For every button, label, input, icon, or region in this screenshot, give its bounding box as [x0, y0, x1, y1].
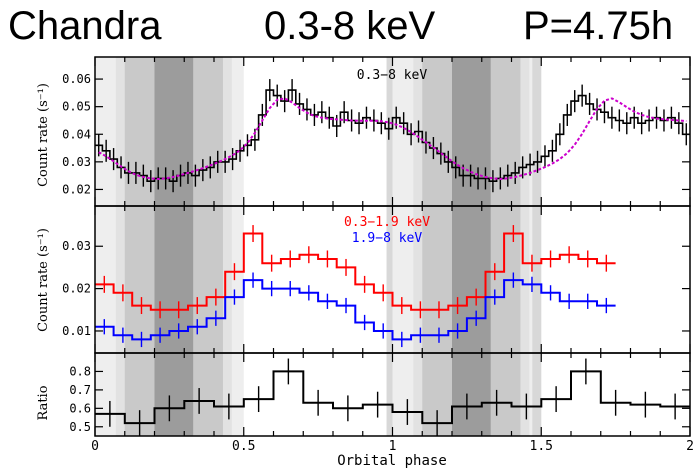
xtick-label-4: 2	[686, 439, 694, 454]
shade-band-p2-9	[532, 353, 542, 436]
title-banner: Chandra 0.3-8 keV P=4.75h	[0, 0, 697, 56]
banner-energy-band: 0.3-8 keV	[264, 4, 436, 48]
ytick-label-p1-1: 0.02	[62, 282, 91, 296]
orbital-phase-shading	[95, 57, 542, 436]
xtick-label-3: 1.5	[530, 439, 553, 454]
ytick-label-p1-0: 0.01	[62, 324, 91, 338]
ytick-label-p0-4: 0.06	[62, 72, 91, 86]
top-panel-annotation: 0.3−8 keV	[357, 68, 428, 83]
banner-telescope: Chandra	[8, 4, 162, 48]
shade-band-p1-7	[452, 206, 491, 353]
xtick-label-2: 1	[389, 439, 397, 454]
bottom-ylabel: Ratio	[36, 385, 51, 420]
ytick-label-p2-2: 0.7	[69, 383, 91, 397]
series-step-p0-s0	[95, 89, 690, 182]
xtick-label-0: 0	[91, 439, 99, 454]
shade-band-p1-4	[154, 206, 194, 353]
shade-band-p1-9	[532, 206, 542, 353]
legend-soft-band: 0.3−1.9 keV	[344, 215, 430, 230]
ytick-label-p2-0: 0.5	[69, 420, 91, 434]
ytick-label-p0-1: 0.03	[62, 155, 91, 169]
shade-band-p0-9	[532, 57, 542, 206]
ytick-label-p0-2: 0.04	[62, 127, 91, 141]
middle-ylabel: Count rate (s⁻¹)	[36, 228, 51, 332]
ytick-label-p0-3: 0.05	[62, 100, 91, 114]
model-curve-p0	[98, 97, 687, 181]
ytick-label-p2-3: 0.8	[69, 364, 91, 378]
series-step-p1-s0	[95, 232, 616, 311]
ytick-label-p0-0: 0.02	[62, 182, 91, 196]
top-ylabel: Count rate (s⁻¹)	[36, 83, 51, 187]
shade-band-p2-4	[154, 353, 194, 436]
shade-band-p1-8	[386, 206, 393, 353]
ytick-label-p1-2: 0.03	[62, 239, 91, 253]
series-step-p1-s1	[95, 279, 616, 341]
shade-band-p0-7	[452, 57, 491, 206]
chart-marks	[95, 79, 690, 436]
shade-band-p0-8	[386, 57, 393, 206]
shade-band-p2-7	[452, 353, 491, 436]
xtick-label-1: 0.5	[232, 439, 255, 454]
x-axis-title: Orbital phase	[337, 453, 447, 468]
legend-hard-band: 1.9−8 keV	[352, 231, 423, 246]
banner-period: P=4.75h	[523, 4, 674, 48]
panel-frames: 0.02 0.03 0.04 0.05 0.06 0.01 0.02 0.03 0.5 0.6 0.…	[62, 56, 694, 454]
ytick-label-p2-1: 0.6	[69, 401, 91, 415]
shade-band-p2-8	[386, 353, 393, 436]
